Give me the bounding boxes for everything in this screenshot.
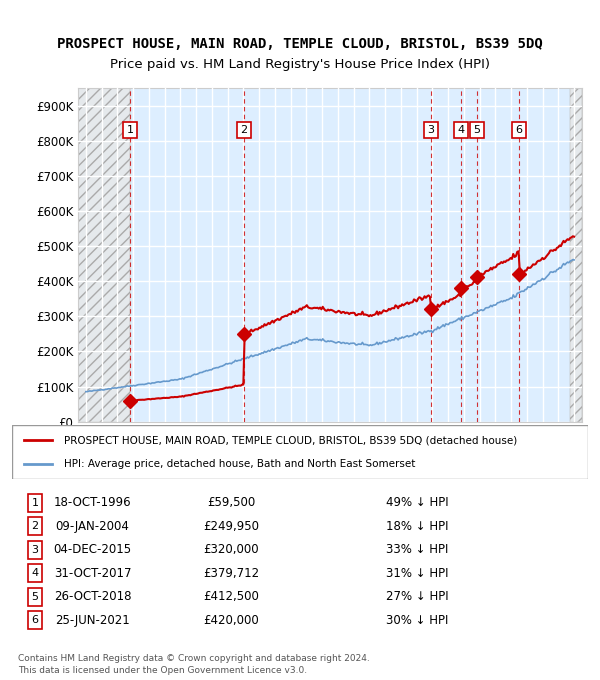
- Text: 6: 6: [515, 125, 522, 135]
- Text: 1: 1: [32, 498, 38, 508]
- Text: 2: 2: [240, 125, 247, 135]
- Text: 6: 6: [32, 615, 38, 626]
- Text: 18-OCT-1996: 18-OCT-1996: [54, 496, 131, 509]
- Text: 18% ↓ HPI: 18% ↓ HPI: [386, 520, 449, 532]
- Text: 4: 4: [458, 125, 465, 135]
- Text: 49% ↓ HPI: 49% ↓ HPI: [386, 496, 449, 509]
- Text: 3: 3: [428, 125, 434, 135]
- Text: £379,712: £379,712: [203, 567, 259, 580]
- Text: 31-OCT-2017: 31-OCT-2017: [54, 567, 131, 580]
- Text: 31% ↓ HPI: 31% ↓ HPI: [386, 567, 449, 580]
- Text: Price paid vs. HM Land Registry's House Price Index (HPI): Price paid vs. HM Land Registry's House …: [110, 58, 490, 71]
- Text: 33% ↓ HPI: 33% ↓ HPI: [386, 543, 449, 556]
- Text: £249,950: £249,950: [203, 520, 259, 532]
- Text: 3: 3: [32, 545, 38, 555]
- Text: 30% ↓ HPI: 30% ↓ HPI: [386, 614, 449, 627]
- Text: HPI: Average price, detached house, Bath and North East Somerset: HPI: Average price, detached house, Bath…: [64, 459, 415, 469]
- Text: 26-OCT-2018: 26-OCT-2018: [54, 590, 131, 603]
- Text: PROSPECT HOUSE, MAIN ROAD, TEMPLE CLOUD, BRISTOL, BS39 5DQ: PROSPECT HOUSE, MAIN ROAD, TEMPLE CLOUD,…: [57, 37, 543, 52]
- Text: 5: 5: [473, 125, 480, 135]
- FancyBboxPatch shape: [12, 425, 588, 479]
- Text: 1: 1: [127, 125, 133, 135]
- Text: Contains HM Land Registry data © Crown copyright and database right 2024.: Contains HM Land Registry data © Crown c…: [18, 654, 370, 663]
- Text: 09-JAN-2004: 09-JAN-2004: [56, 520, 130, 532]
- Text: 25-JUN-2021: 25-JUN-2021: [55, 614, 130, 627]
- Text: £59,500: £59,500: [207, 496, 255, 509]
- Text: £412,500: £412,500: [203, 590, 259, 603]
- Text: 2: 2: [31, 521, 38, 531]
- Text: £320,000: £320,000: [203, 543, 259, 556]
- Bar: [78, 88, 130, 422]
- Text: 4: 4: [31, 568, 38, 578]
- Text: 5: 5: [32, 592, 38, 602]
- Text: This data is licensed under the Open Government Licence v3.0.: This data is licensed under the Open Gov…: [18, 666, 307, 675]
- Text: PROSPECT HOUSE, MAIN ROAD, TEMPLE CLOUD, BRISTOL, BS39 5DQ (detached house): PROSPECT HOUSE, MAIN ROAD, TEMPLE CLOUD,…: [64, 435, 517, 445]
- Text: 27% ↓ HPI: 27% ↓ HPI: [386, 590, 449, 603]
- Text: £420,000: £420,000: [203, 614, 259, 627]
- Text: 04-DEC-2015: 04-DEC-2015: [53, 543, 132, 556]
